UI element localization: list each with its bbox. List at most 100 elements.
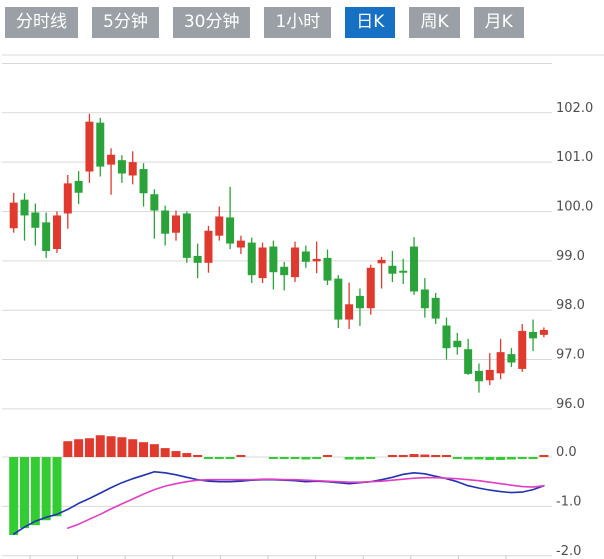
candlestick-panel [9,113,548,393]
candle [291,241,300,283]
candle-body [410,246,419,292]
candle-body [301,251,310,262]
candle-body [128,162,137,176]
candle [85,113,94,183]
dif-line [12,470,545,535]
macd-histogram-bar [322,455,332,457]
candle-body [74,180,83,193]
candle-body [226,217,235,244]
macd-histogram-bar [344,457,354,460]
macd-histogram-bar [420,454,430,457]
candle [215,206,224,241]
candle [539,327,548,338]
candle-body [366,267,375,309]
macd-histogram-bar [409,454,419,457]
candle-body [518,330,527,369]
macd-histogram-bar [193,455,203,457]
candle-body [52,215,61,250]
tab-daily-k[interactable]: 日K [345,7,396,38]
candle-body [345,304,354,320]
candle-body [453,340,462,348]
macd-histogram-bar [30,457,40,526]
price-axis-tick-label: 102.0 [556,101,593,116]
macd-histogram-bar [63,441,73,457]
candle-body [496,352,505,374]
tab-timeline[interactable]: 分时线 [5,7,78,38]
candle-body [96,122,105,167]
candle-body [161,210,170,234]
candle [247,237,256,284]
candle [236,235,245,254]
candle [507,348,516,367]
macd-histogram-bar [52,457,62,517]
macd-histogram-bar [268,457,278,459]
candle [453,332,462,355]
candle-body [334,278,343,320]
candle [323,249,332,286]
macd-histogram-bar [236,455,246,457]
candle-body [85,121,94,172]
candle [377,256,386,289]
candle-body [323,257,332,281]
macd-histogram-bar [149,444,159,457]
candle-body [182,213,191,258]
candle [485,353,494,386]
price-axis-tick-label: 96.0 [556,397,585,412]
candle [345,282,354,329]
price-axis-tick-label: 99.0 [556,249,585,264]
tab-1hour[interactable]: 1小时 [264,7,332,38]
candle-body [442,325,451,349]
candle-body [377,259,386,264]
macd-histogram-bar [106,436,116,457]
candle [9,192,18,233]
macd-histogram-bar [387,455,397,457]
candle [204,225,213,273]
macd-histogram-bar [398,455,408,457]
candle-body [539,329,548,335]
candle [128,151,137,185]
candle-body [9,202,18,229]
macd-axis-tick-label: -2.0 [556,544,581,559]
macd-histogram-bar [474,457,484,460]
macd-histogram-bar [128,439,138,457]
macd-histogram-bar [41,457,51,521]
candle-body [193,255,202,263]
candle [31,203,40,246]
candle-body [388,265,397,274]
axis-layer: 102.0 101.0 100.0 99.0 98.0 97.0 96.0 0.0 -1.0 -2… [29,101,593,559]
candle-body [269,246,278,273]
candle [139,163,148,207]
candle [464,338,473,375]
candle-body [431,297,440,319]
tab-weekly-k[interactable]: 周K [409,7,460,38]
candle [182,211,191,263]
tab-30min[interactable]: 30分钟 [172,7,251,38]
macd-histogram-bar [290,457,300,459]
macd-histogram-bar [160,448,170,457]
candle [366,264,375,315]
candle [312,241,321,274]
candle-body [420,289,429,309]
candle-body [291,247,300,278]
macd-histogram-bar [203,457,213,459]
macd-histogram-bar [312,457,322,459]
macd-histogram-bar [20,457,30,529]
candle [388,250,397,283]
dea-line [67,476,545,529]
candle [96,117,105,177]
candle [20,193,29,241]
macd-histogram-bar [171,451,181,457]
candle [518,324,527,372]
candle-body [399,270,408,273]
tab-5min[interactable]: 5分钟 [92,7,159,38]
candle-body [485,369,494,381]
candle-body [42,222,51,251]
candle [420,278,429,318]
candle-body [31,212,40,228]
candle [301,245,310,268]
macd-histogram-bar [506,457,516,460]
price-axis-tick-label: 97.0 [556,348,585,363]
candle [63,174,72,229]
tab-monthly-k[interactable]: 月K [473,7,524,38]
